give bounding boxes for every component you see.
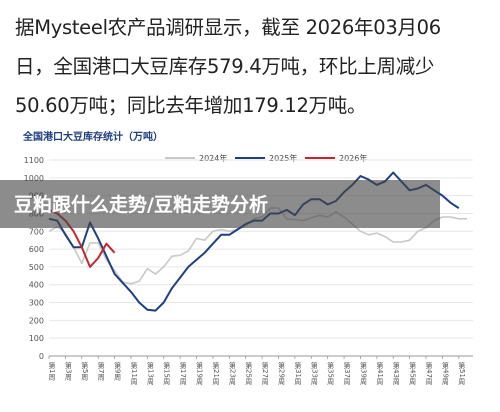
- x-tick-label: 第33周: [310, 361, 318, 386]
- chart-title: 全国港口大豆库存统计（万吨）: [22, 130, 163, 143]
- y-tick-label: 1000: [24, 174, 44, 183]
- x-tick-label: 第39周: [359, 361, 367, 386]
- x-tick-label: 第17周: [179, 361, 187, 386]
- x-tick-label: 第29周: [277, 361, 285, 386]
- article-line-1: 据Mysteel农产品调研显示，截至 2026年03月06: [15, 16, 441, 39]
- x-tick-label: 第51周: [458, 361, 466, 386]
- x-tick-label: 第35周: [327, 361, 335, 386]
- x-tick-label: 第19周: [196, 361, 204, 386]
- banner-title: 豆粕跟什么走势/豆粕走势分析: [14, 194, 268, 216]
- y-tick-label: 1100: [24, 156, 44, 165]
- x-tick-label: 第27周: [261, 361, 269, 386]
- x-tick-label: 第45周: [409, 361, 417, 386]
- x-tick-label: 第13周: [146, 361, 154, 386]
- x-tick-label: 第25周: [245, 361, 253, 386]
- article-line-3: 50.60万吨；同比去年增加179.12万吨。: [15, 94, 367, 117]
- x-axis: 第1周 第3周 第5周 第7周 第9周 第11周 第13周 第15周 第17周 第19周 第21周第…: [48, 356, 466, 386]
- x-tick-label: 第31周: [294, 361, 302, 386]
- x-tick-label: 第23周: [228, 361, 236, 386]
- x-tick-label: 第15周: [163, 361, 171, 386]
- x-tick-label: 第41周: [376, 361, 384, 386]
- legend-label: 2026年: [339, 153, 367, 163]
- y-tick-label: 200: [29, 316, 44, 325]
- x-tick-label: 第7周: [97, 361, 105, 381]
- x-tick-label: 第37周: [343, 361, 351, 386]
- article-line-2: 日，全国港口大豆库存579.4万吨，环比上周减少: [15, 55, 435, 78]
- y-tick-label: 300: [29, 299, 44, 308]
- legend-label: 2025年: [269, 153, 297, 163]
- x-tick-label: 第49周: [441, 361, 449, 386]
- chart-legend: 2024年 2025年 2026年: [165, 153, 367, 163]
- y-tick-label: 700: [29, 227, 44, 236]
- x-tick-label: 第3周: [64, 361, 72, 381]
- article-text: 据Mysteel农产品调研显示，截至 2026年03月06 日，全国港口大豆库存…: [15, 8, 493, 125]
- inventory-chart: 全国港口大豆库存统计（万吨） 2024年 2025年 2026年 0 100 200 30…: [15, 122, 485, 412]
- x-tick-label: 第5周: [81, 361, 89, 381]
- y-tick-label: 0: [39, 352, 44, 361]
- x-tick-label: 第43周: [392, 361, 400, 386]
- legend-label: 2024年: [199, 153, 227, 163]
- x-tick-label: 第9周: [114, 361, 122, 381]
- title-banner: 豆粕跟什么走势/豆粕走势分析: [0, 180, 440, 228]
- chart-svg: 全国港口大豆库存统计（万吨） 2024年 2025年 2026年 0 100 200 30…: [22, 130, 473, 386]
- x-tick-label: 第1周: [48, 361, 56, 381]
- y-tick-label: 400: [29, 281, 44, 290]
- y-tick-label: 100: [29, 334, 44, 343]
- y-tick-label: 500: [29, 263, 44, 272]
- x-tick-label: 第21周: [212, 361, 220, 386]
- x-tick-label: 第47周: [425, 361, 433, 386]
- x-tick-label: 第11周: [130, 361, 138, 386]
- y-tick-label: 600: [29, 245, 44, 254]
